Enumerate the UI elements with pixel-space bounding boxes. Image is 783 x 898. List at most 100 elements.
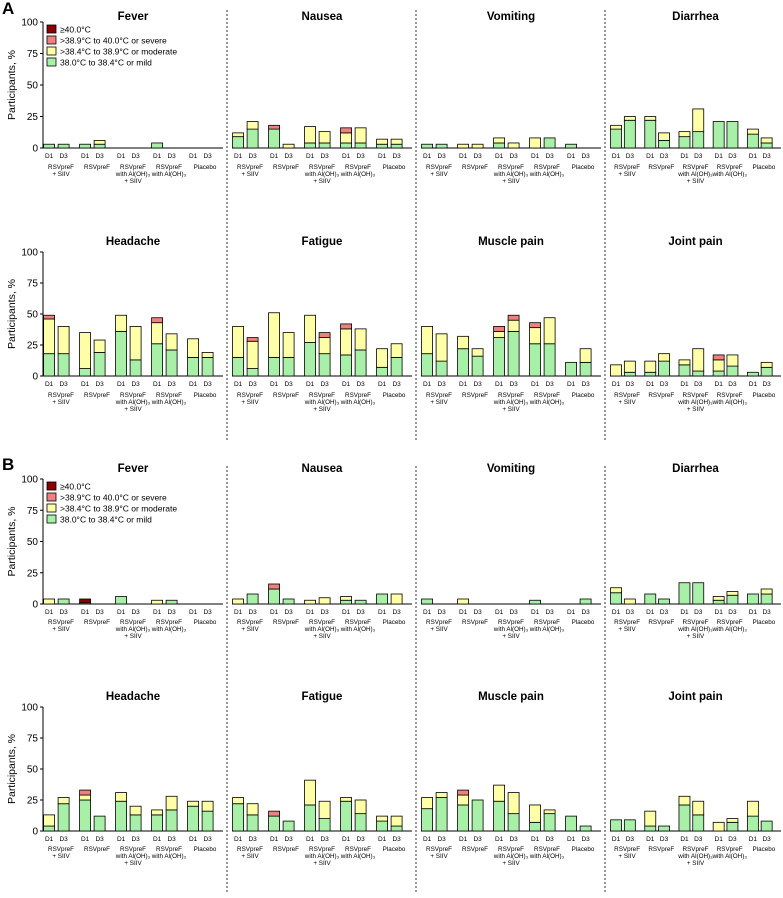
- day-label-B-joint-pain-g2-D3: D3: [660, 836, 669, 843]
- day-label-B-fever-g3-D3: D3: [131, 609, 140, 616]
- group-label-B-fever-g3-line3: + SIIV: [124, 633, 142, 640]
- day-label-B-vomiting-g1-D1: D1: [423, 609, 432, 616]
- group-label-A-muscle-pain-g5-line1: Placebo: [572, 392, 595, 399]
- group-label-B-nausea-g4-line2: with Al(OH)₃: [340, 626, 376, 633]
- legend-swatch-B-severe: [46, 492, 57, 502]
- bar-A-vomiting-g3-D3-moderate: [507, 142, 520, 149]
- day-label-B-nausea-g2-D1: D1: [270, 609, 279, 616]
- day-label-B-fatigue-g2-D1: D1: [270, 836, 279, 843]
- bar-B-headache-g3-D1-mild: [115, 800, 127, 832]
- day-label-B-nausea-g3-D3: D3: [320, 609, 329, 616]
- bar-B-headache-g5-D3-moderate: [201, 800, 214, 812]
- bar-A-muscle-pain-g4-D3-moderate: [543, 317, 556, 345]
- bar-B-diarrhea-g4-D3-mild: [726, 594, 739, 605]
- group-label-B-joint-pain-g3-line3: + SIIV: [687, 860, 705, 867]
- group-label-A-diarrhea-g1-line2: + SIIV: [618, 171, 636, 178]
- bar-A-muscle-pain-g2-D3-moderate: [471, 348, 484, 357]
- y-axis-label-A-headache: Participants, %: [6, 279, 18, 349]
- bar-A-headache-g2-D1-moderate: [79, 332, 91, 369]
- bar-B-muscle-pain-g2-D1-severe: [457, 789, 470, 796]
- group-label-B-fatigue-g3-line2: with Al(OH)₃: [304, 853, 340, 860]
- day-label-A-diarrhea-g2-D1: D1: [646, 153, 655, 160]
- day-label-B-headache-g1-D3: D3: [59, 836, 68, 843]
- group-label-A-fever-g1-line2: + SIIV: [52, 171, 70, 178]
- bar-A-joint-pain-g4-D1-mild: [712, 370, 725, 377]
- day-label-A-nausea-g4-D3: D3: [356, 153, 365, 160]
- bar-A-diarrhea-g1-D1-moderate: [610, 124, 622, 130]
- bar-B-muscle-pain-g4-D3-moderate: [543, 809, 556, 815]
- group-label-A-joint-pain-g5-line1: Placebo: [753, 392, 776, 399]
- group-label-B-joint-pain-g5-line1: Placebo: [753, 846, 776, 853]
- group-label-A-muscle-pain-g3-line3: + SIIV: [502, 406, 520, 413]
- group-label-A-vomiting-g1-line2: + SIIV: [430, 171, 448, 178]
- bar-B-fatigue-g3-D1-mild: [304, 804, 317, 832]
- legend-label-A-mild: 38.0°C to 38.4°C or mild: [60, 58, 152, 68]
- day-label-A-fever-g4-D1: D1: [153, 153, 162, 160]
- bar-A-muscle-pain-g2-D3-mild: [471, 355, 484, 377]
- day-label-B-nausea-g1-D1: D1: [234, 609, 243, 616]
- group-label-B-vomiting-g2-line1: RSVpreF: [462, 619, 488, 626]
- bar-B-nausea-g2-D1-severe: [268, 583, 281, 590]
- group-label-B-vomiting-g1-line1: RSVpreF: [426, 619, 452, 626]
- chart-title-A-headache: Headache: [106, 236, 160, 248]
- bar-A-headache-g5-D3-moderate: [201, 352, 214, 358]
- group-label-A-nausea-g3-line3: + SIIV: [313, 178, 331, 185]
- day-label-A-fatigue-g4-D1: D1: [342, 381, 351, 388]
- bar-B-muscle-pain-g1-D1-mild: [421, 808, 434, 832]
- group-label-B-muscle-pain-g3-line3: + SIIV: [502, 860, 520, 867]
- group-label-A-fever-g3-line1: RSVpreF: [120, 164, 146, 171]
- bar-B-nausea-g3-D1-moderate: [304, 599, 317, 605]
- bar-A-muscle-pain-g2-D1-mild: [457, 348, 470, 377]
- day-label-B-vomiting-g2-D3: D3: [473, 609, 482, 616]
- day-label-B-diarrhea-g4-D1: D1: [715, 609, 724, 616]
- group-label-A-fever-g2-line1: RSVpreF: [84, 164, 110, 171]
- group-label-A-vomiting-g3-line3: + SIIV: [502, 178, 520, 185]
- chart-title-B-joint-pain: Joint pain: [668, 691, 722, 703]
- bar-A-fever-g1-D1-mild: [43, 143, 55, 149]
- legend-label-B-severe: >38.9°C to 40.0°C or severe: [60, 493, 167, 503]
- day-label-B-muscle-pain-g1-D1: D1: [423, 836, 432, 843]
- bar-B-diarrhea-g4-D1-moderate: [712, 596, 725, 601]
- day-label-B-muscle-pain-g3-D3: D3: [509, 836, 518, 843]
- bar-B-fatigue-g4-D1-mild: [340, 800, 353, 832]
- bar-B-headache-g4-D3-moderate: [165, 795, 178, 811]
- bar-A-joint-pain-g3-D1-moderate: [678, 359, 691, 366]
- legend-label-A-severe: >38.9°C to 40.0°C or severe: [60, 36, 167, 46]
- bar-A-fatigue-g4-D3-mild: [354, 349, 367, 377]
- bar-B-joint-pain-g3-D3-moderate: [692, 800, 705, 816]
- group-label-B-vomiting-g3-line3: + SIIV: [502, 633, 520, 640]
- group-label-A-diarrhea-g3-line1: RSVpreF: [683, 164, 709, 171]
- bar-A-diarrhea-g3-D1-moderate: [678, 131, 691, 138]
- bar-B-nausea-g4-D1-mild: [340, 599, 353, 605]
- bar-A-muscle-pain-g3-D1-severe: [493, 325, 506, 332]
- chart-title-B-muscle-pain: Muscle pain: [478, 691, 544, 703]
- group-label-B-fatigue-g4-line1: RSVpreF: [345, 846, 371, 853]
- group-label-A-headache-g4-line1: RSVpreF: [156, 392, 182, 399]
- bar-A-nausea-g3-D1-moderate: [304, 126, 317, 144]
- group-label-B-muscle-pain-g3-line2: with Al(OH)₃: [493, 853, 529, 860]
- bar-B-fatigue-g2-D1-severe: [268, 810, 281, 817]
- group-label-A-diarrhea-g1-line1: RSVpreF: [614, 164, 640, 171]
- day-label-B-diarrhea-g3-D1: D1: [680, 609, 689, 616]
- bar-A-diarrhea-g5-D1-mild: [746, 133, 759, 149]
- bar-A-fever-g2-D1-mild: [79, 143, 91, 149]
- day-label-B-fatigue-g4-D3: D3: [356, 836, 365, 843]
- bar-B-joint-pain-g5-D1-moderate: [746, 800, 759, 817]
- bar-A-nausea-g5-D3-mild: [390, 143, 403, 149]
- y-tick-label-A-headache-50: 50: [27, 310, 39, 321]
- group-label-B-diarrhea-g3-line1: RSVpreF: [683, 619, 709, 626]
- group-label-A-muscle-pain-g1-line1: RSVpreF: [426, 392, 452, 399]
- bar-B-muscle-pain-g5-D3-mild: [579, 825, 592, 832]
- bar-A-muscle-pain-g1-D3-moderate: [435, 333, 448, 362]
- day-label-B-nausea-g1-D3: D3: [248, 609, 257, 616]
- bar-B-joint-pain-g2-D1-moderate: [644, 810, 657, 827]
- bar-A-muscle-pain-g3-D3-severe: [507, 314, 520, 321]
- day-label-B-diarrhea-g3-D3: D3: [694, 609, 703, 616]
- y-tick-label-A-fever-75: 75: [27, 49, 39, 60]
- bar-A-diarrhea-g2-D3-moderate: [658, 132, 670, 141]
- day-label-A-fever-g2-D1: D1: [81, 153, 90, 160]
- bar-B-diarrhea-g2-D3-mild: [658, 598, 670, 605]
- day-label-B-joint-pain-g2-D1: D1: [646, 836, 655, 843]
- bar-A-muscle-pain-g5-D3-mild: [579, 361, 592, 377]
- day-label-B-fatigue-g3-D1: D1: [306, 836, 315, 843]
